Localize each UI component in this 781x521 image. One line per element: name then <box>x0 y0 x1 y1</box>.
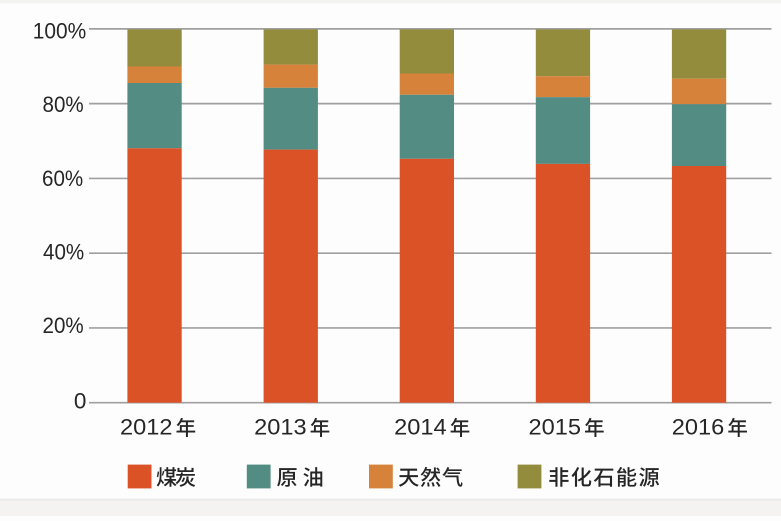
svg-text:40%: 40% <box>43 239 84 264</box>
svg-text:100%: 100% <box>33 19 87 44</box>
svg-text:60%: 60% <box>42 166 83 191</box>
svg-text:2014: 2014 <box>394 414 447 439</box>
svg-text:2015: 2015 <box>529 414 582 439</box>
svg-text:2013: 2013 <box>254 414 307 439</box>
svg-text:80%: 80% <box>43 92 84 117</box>
svg-text:20%: 20% <box>43 313 84 338</box>
svg-text:2016: 2016 <box>672 414 725 439</box>
svg-text:2012: 2012 <box>120 414 173 439</box>
svg-text:0: 0 <box>74 388 87 413</box>
